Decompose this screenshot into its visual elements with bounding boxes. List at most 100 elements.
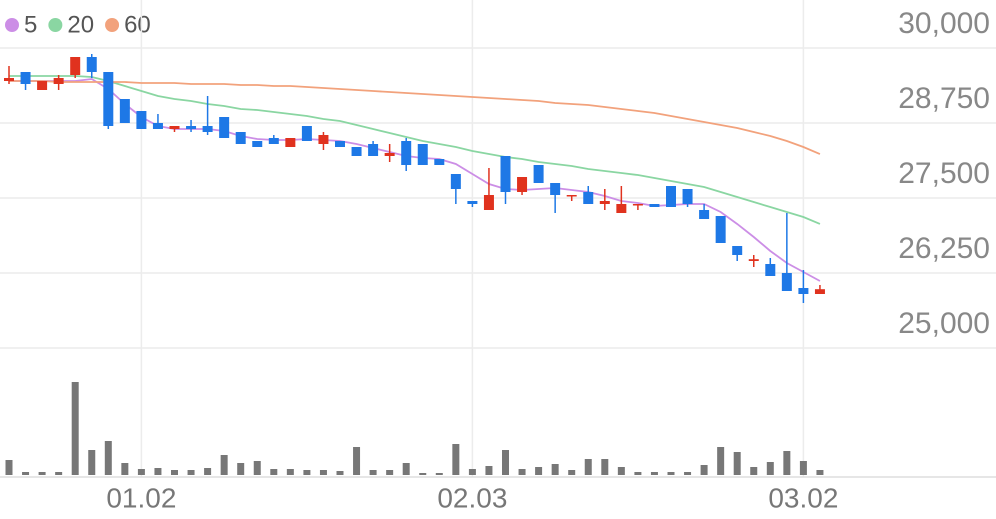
candle-body bbox=[86, 57, 97, 72]
y-tick-label: 30,000 bbox=[898, 7, 990, 40]
volume-bar bbox=[717, 447, 725, 475]
candle-body bbox=[483, 195, 494, 210]
volume-bar bbox=[270, 469, 278, 475]
candle-body bbox=[37, 81, 48, 90]
volume-bar bbox=[518, 469, 526, 475]
candle-body bbox=[368, 144, 379, 156]
ma-line bbox=[9, 78, 821, 282]
volume-bar bbox=[137, 469, 145, 475]
volume-bar bbox=[733, 452, 741, 475]
volume-bar bbox=[452, 444, 460, 475]
volume-bar bbox=[204, 468, 212, 475]
candle-body bbox=[152, 123, 163, 129]
y-tick-label: 27,500 bbox=[898, 157, 990, 190]
volume-bar bbox=[700, 465, 708, 475]
candle-body bbox=[401, 141, 412, 165]
candle-body bbox=[136, 111, 147, 129]
legend-label: 60 bbox=[124, 11, 151, 38]
candle-body bbox=[682, 189, 693, 204]
volume-bar bbox=[253, 461, 261, 475]
volume-bar bbox=[171, 470, 178, 475]
candle-body bbox=[434, 159, 445, 165]
candle-body bbox=[467, 201, 478, 204]
candle-body bbox=[450, 174, 461, 189]
volume-bar bbox=[535, 467, 543, 475]
candle-body bbox=[500, 156, 511, 192]
candle-body bbox=[814, 289, 825, 294]
volume-bar bbox=[303, 470, 311, 475]
candle-body bbox=[550, 183, 561, 195]
candle-body bbox=[235, 132, 246, 144]
y-tick-label: 28,750 bbox=[898, 82, 990, 115]
candle-body bbox=[616, 204, 627, 213]
candle-body bbox=[781, 273, 792, 291]
volume-bar bbox=[799, 461, 807, 475]
y-tick-label: 25,000 bbox=[898, 307, 990, 340]
volume-bar bbox=[551, 464, 559, 475]
candle-body bbox=[566, 195, 577, 197]
candle-body bbox=[533, 165, 544, 183]
volume-bar bbox=[55, 472, 63, 475]
volume-bar bbox=[88, 450, 96, 475]
candle-body bbox=[318, 135, 329, 144]
volume-bar bbox=[617, 467, 625, 475]
volume-bar bbox=[336, 471, 344, 475]
volume-bar bbox=[584, 459, 592, 475]
candle-body bbox=[4, 78, 14, 81]
candle-body bbox=[583, 192, 594, 204]
x-tick-label: 03.02 bbox=[768, 482, 838, 513]
ma-line bbox=[9, 80, 821, 155]
volume-bar bbox=[104, 441, 112, 475]
volume-bar bbox=[650, 472, 658, 475]
candle-body bbox=[599, 201, 610, 204]
volume-bar bbox=[750, 467, 758, 475]
legend-marker bbox=[105, 18, 120, 32]
legend-marker bbox=[5, 18, 19, 32]
legend: 5 20 60 bbox=[5, 11, 151, 38]
candle-body bbox=[169, 126, 180, 129]
volume-bar bbox=[468, 469, 476, 475]
candle-body bbox=[20, 72, 31, 84]
volume-bar bbox=[435, 473, 443, 475]
volume-bar bbox=[319, 470, 327, 475]
volume-bar bbox=[154, 468, 162, 475]
volume-bar bbox=[766, 462, 774, 475]
volume-bar bbox=[684, 472, 692, 475]
candle-body bbox=[748, 259, 759, 261]
volume-bar bbox=[402, 463, 410, 475]
candle-body bbox=[252, 141, 263, 147]
candle-body bbox=[202, 126, 213, 132]
candle-body bbox=[70, 57, 81, 75]
volume-bar bbox=[286, 469, 294, 475]
volume-bar bbox=[485, 466, 493, 475]
candle-body bbox=[649, 204, 660, 207]
legend-marker bbox=[48, 18, 63, 32]
candle-body bbox=[715, 216, 726, 243]
volume-bar bbox=[187, 470, 195, 475]
candle-body bbox=[285, 138, 296, 147]
candle-body bbox=[384, 153, 395, 156]
candle-body bbox=[517, 177, 528, 192]
candle-body bbox=[798, 288, 809, 294]
volume-bar bbox=[237, 463, 245, 475]
legend-label: 5 bbox=[24, 11, 37, 38]
volume-bar bbox=[22, 472, 30, 475]
candle-body bbox=[417, 144, 428, 165]
volume-bar bbox=[71, 382, 79, 475]
x-tick-label: 01.02 bbox=[106, 482, 176, 513]
candle-body bbox=[335, 141, 345, 147]
candle-body bbox=[699, 210, 710, 219]
volume-bar bbox=[667, 472, 675, 475]
volume-bar bbox=[121, 463, 129, 475]
candle-body bbox=[732, 246, 743, 255]
volume-bar bbox=[783, 451, 791, 475]
candle-body bbox=[268, 138, 279, 144]
volume-bar bbox=[369, 470, 377, 475]
candle-body bbox=[301, 126, 312, 141]
candle-body bbox=[632, 204, 643, 206]
volume-bar bbox=[220, 455, 228, 475]
legend-label: 20 bbox=[67, 11, 94, 38]
ma-line bbox=[9, 75, 821, 225]
candle-body bbox=[119, 99, 130, 123]
